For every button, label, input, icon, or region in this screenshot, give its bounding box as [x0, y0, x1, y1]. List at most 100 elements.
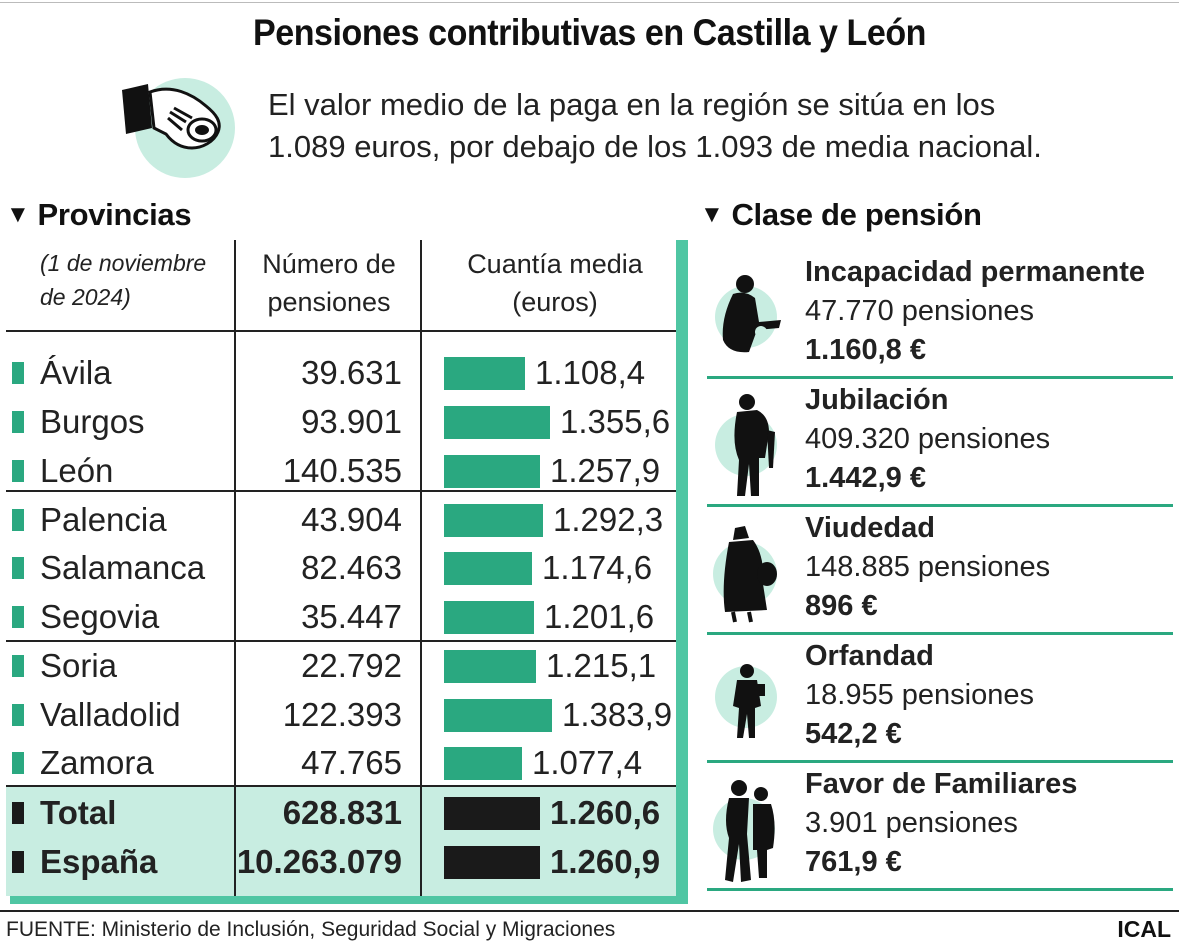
child-icon — [723, 662, 773, 747]
total-row: Total 628.831 1.260,6 — [6, 788, 676, 837]
province-name: España — [40, 843, 158, 880]
pension-count: 47.765 — [301, 744, 402, 781]
amount-bar — [444, 650, 536, 683]
amount-column-header: Cuantía media (euros) — [424, 245, 686, 321]
pension-count: 140.535 — [282, 452, 402, 489]
table-row: Segovia 35.447 1.201,6 — [6, 592, 676, 641]
pension-class-item: Incapacidad permanente 47.770 pensiones 1.… — [707, 256, 1173, 384]
class-divider — [707, 632, 1173, 635]
table-row: Burgos 93.901 1.355,6 — [6, 397, 676, 446]
row-marker — [12, 704, 24, 726]
date-line-2: de 2024) — [40, 284, 131, 310]
amount-label: 1.215,1 — [546, 647, 657, 684]
amount-bar — [444, 699, 552, 732]
column-divider — [234, 240, 236, 896]
header-rule — [6, 330, 676, 332]
group-rule — [6, 490, 676, 492]
widow-icon — [715, 524, 785, 629]
table-shadow-right — [674, 240, 688, 904]
amount-label: 1.174,6 — [542, 549, 653, 586]
row-marker — [12, 557, 24, 579]
totals-background — [6, 786, 676, 896]
amount-bar — [444, 504, 543, 537]
pension-class-name: Viudedad — [805, 512, 935, 544]
amount-bar — [444, 797, 540, 830]
subtitle-line-1: El valor medio de la paga en la región s… — [268, 87, 996, 122]
amount-bar — [444, 747, 522, 780]
subtitle-line-2: 1.089 euros, por debajo de los 1.093 de … — [268, 129, 1042, 164]
province-name: Total — [40, 794, 117, 831]
group-rule — [6, 640, 676, 642]
province-name: Ávila — [40, 354, 112, 391]
province-name: Palencia — [40, 501, 167, 538]
date-line-1: (1 de noviembre — [40, 250, 207, 276]
pension-class-count: 47.770 pensiones — [805, 295, 1034, 327]
wheelchair-person-icon — [715, 270, 785, 365]
amount-label: 1.355,6 — [560, 403, 671, 440]
pension-class-name: Orfandad — [805, 640, 934, 672]
pension-class-heading: ▼ Clase de pensión — [700, 197, 982, 233]
pension-count: 10.263.079 — [236, 843, 402, 880]
pension-class-count: 409.320 pensiones — [805, 423, 1051, 455]
row-marker — [12, 802, 24, 824]
province-name: Zamora — [40, 744, 154, 781]
amount-label: 1.383,9 — [562, 696, 673, 733]
amount-header-line-1: Cuantía media — [467, 249, 643, 279]
pension-count: 43.904 — [301, 501, 402, 538]
pension-class-heading-label: Clase de pensión — [731, 197, 982, 232]
pension-count: 39.631 — [301, 354, 402, 391]
pension-count: 628.831 — [282, 794, 402, 831]
amount-header-line-2: (euros) — [512, 287, 598, 317]
row-marker — [12, 362, 24, 384]
province-name: Valladolid — [40, 696, 181, 733]
row-marker — [12, 509, 24, 531]
pension-count: 93.901 — [301, 403, 402, 440]
pension-count: 82.463 — [301, 549, 402, 586]
triangle-down-icon: ▼ — [6, 201, 30, 228]
pension-class-item: Viudedad 148.885 pensiones 896 € — [707, 512, 1173, 640]
pension-class-item: Jubilación 409.320 pensiones 1.442,9 € — [707, 384, 1173, 512]
family-icon — [717, 778, 787, 893]
pension-class-name: Jubilación — [805, 384, 949, 416]
source-note: FUENTE: Ministerio de Inclusión, Segurid… — [6, 918, 616, 941]
amount-bar — [444, 552, 532, 585]
hand-coin-icon — [122, 84, 221, 150]
pension-class-amount: 896 € — [805, 590, 878, 622]
table-date-header: (1 de noviembre de 2024) — [40, 246, 230, 314]
pension-count: 22.792 — [301, 647, 402, 684]
province-name: Salamanca — [40, 549, 206, 586]
province-name: Burgos — [40, 403, 145, 440]
pension-count: 35.447 — [301, 598, 402, 635]
amount-label: 1.260,6 — [550, 794, 661, 831]
pension-class-amount: 761,9 € — [805, 846, 902, 878]
class-divider — [707, 888, 1173, 891]
pension-class-count: 3.901 pensiones — [805, 807, 1018, 839]
elderly-person-icon — [721, 392, 791, 505]
table-row: Palencia 43.904 1.292,3 — [6, 495, 676, 544]
amount-label: 1.077,4 — [532, 744, 643, 781]
amount-bar — [444, 357, 525, 390]
table-row: Salamanca 82.463 1.174,6 — [6, 543, 676, 592]
count-header-line-1: Número de — [262, 249, 396, 279]
table-row: León 140.535 1.257,9 — [6, 446, 676, 495]
amount-label: 1.201,6 — [544, 598, 655, 635]
amount-label: 1.257,9 — [550, 452, 661, 489]
class-divider — [707, 504, 1173, 507]
province-name: León — [40, 452, 114, 489]
row-marker — [12, 655, 24, 677]
class-divider — [707, 760, 1173, 763]
totals-rule — [6, 785, 676, 787]
amount-bar — [444, 455, 540, 488]
row-marker — [12, 411, 24, 433]
pension-class-name: Incapacidad permanente — [805, 256, 1146, 288]
count-header-line-2: pensiones — [267, 287, 391, 317]
province-name: Soria — [40, 647, 118, 684]
table-row: Ávila 39.631 1.108,4 — [6, 348, 676, 397]
pension-class-item: Favor de Familiares 3.901 pensiones 761,9 … — [707, 768, 1173, 896]
amount-label: 1.292,3 — [553, 501, 664, 538]
pension-class-item: Orfandad 18.955 pensiones 542,2 € — [707, 640, 1173, 768]
row-marker — [12, 752, 24, 774]
amount-bar — [444, 406, 550, 439]
provinces-heading: ▼ Provincias — [6, 197, 192, 233]
